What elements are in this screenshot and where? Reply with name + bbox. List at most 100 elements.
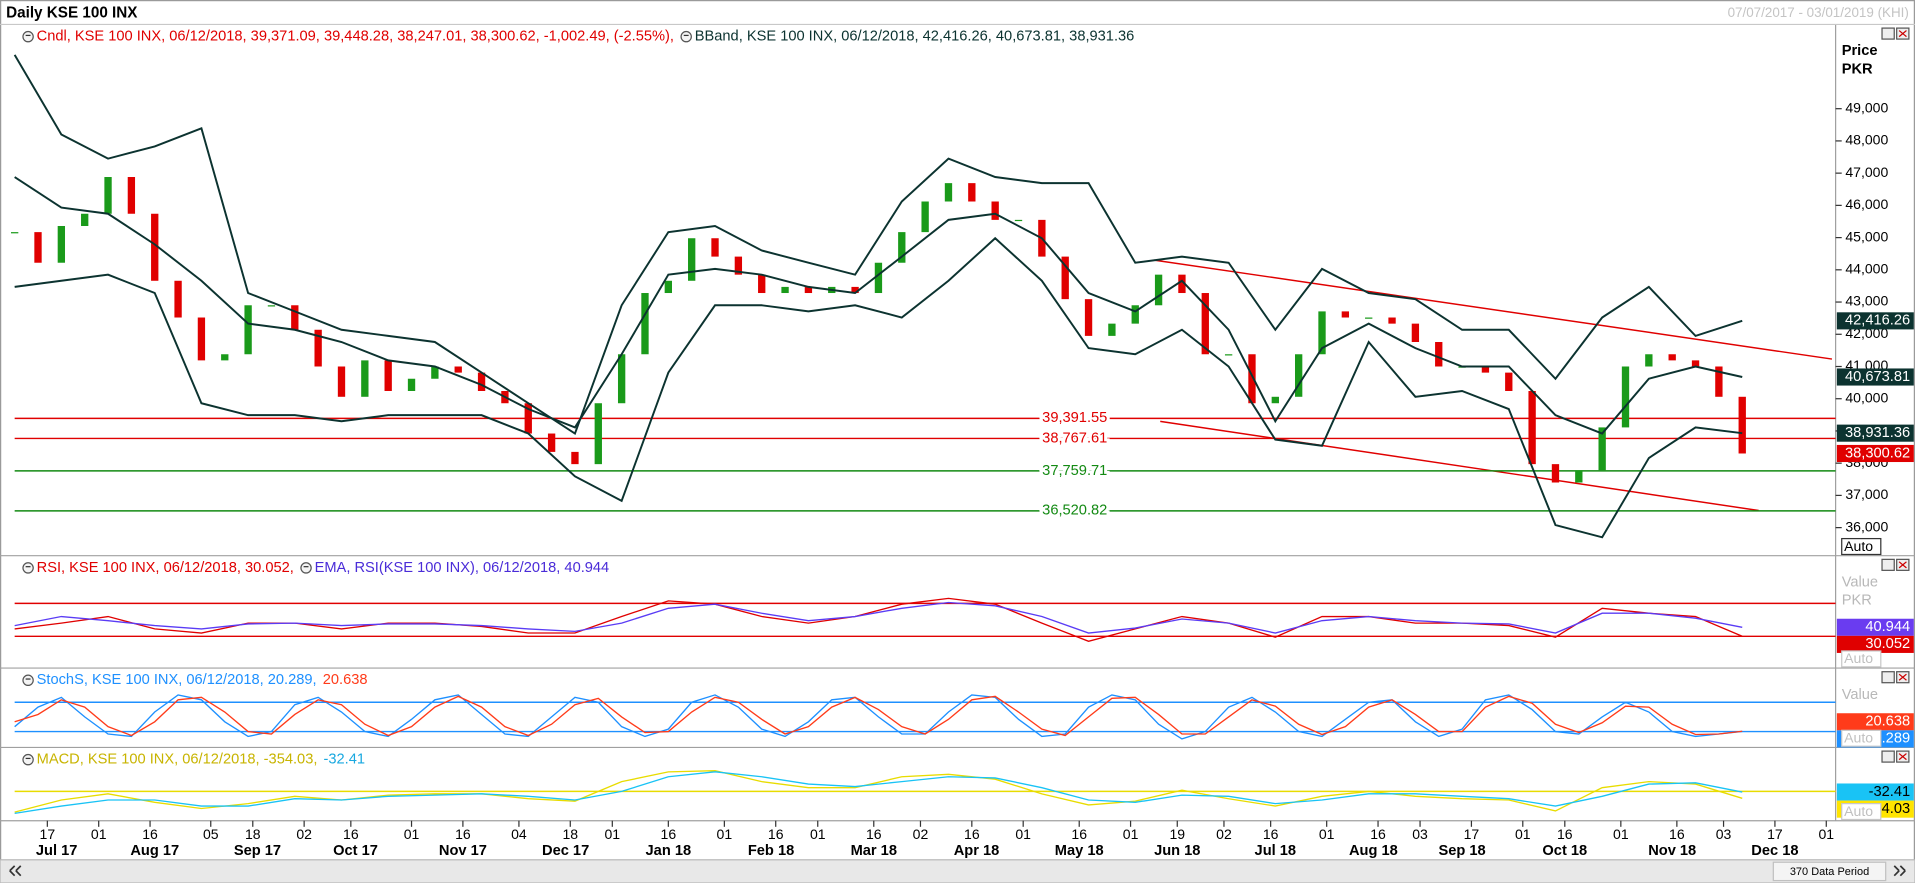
- candle: [407, 378, 416, 391]
- scroll-right[interactable]: [1893, 865, 1906, 877]
- value-box-label: 40,673.81: [1845, 369, 1910, 385]
- candle: [1668, 354, 1676, 361]
- x-tick-label: 01: [1123, 826, 1139, 842]
- candle: [617, 354, 626, 404]
- candle: [1715, 366, 1723, 397]
- legend-icon[interactable]: [22, 674, 34, 687]
- x-month-label: Jan 18: [646, 843, 692, 859]
- x-tick-label: 01: [1015, 826, 1031, 842]
- axis-label: Value: [1842, 574, 1878, 590]
- x-tick-label: 16: [866, 826, 882, 842]
- legend-entry: StochS, KSE 100 INX, 06/12/2018, 20.289,: [37, 672, 317, 688]
- panel-close-icon: [1898, 30, 1907, 38]
- candle: [968, 183, 976, 202]
- scale-mode-box[interactable]: [1841, 803, 1882, 821]
- x-tick-label: 05: [203, 826, 219, 842]
- candle: [174, 280, 182, 318]
- legend-icon[interactable]: [22, 30, 34, 43]
- candle: [547, 433, 556, 452]
- series-line: [14, 601, 1743, 634]
- candle: [1295, 354, 1303, 397]
- candle: [291, 305, 299, 330]
- level-label: 37,759.71: [1042, 463, 1107, 479]
- candle: [1224, 354, 1233, 356]
- series-line: [14, 176, 1743, 435]
- axis-label: PKR: [1842, 61, 1873, 77]
- scale-mode-box[interactable]: [1841, 729, 1882, 747]
- candle: [921, 201, 929, 233]
- candle: [10, 232, 19, 234]
- candle: [477, 372, 486, 391]
- x-tick-label: 01: [1319, 826, 1335, 842]
- legend-icon[interactable]: [22, 753, 34, 766]
- series-line: [14, 236, 1743, 539]
- x-month-label: Dec 17: [542, 843, 589, 859]
- candle: [594, 403, 602, 465]
- data-period: 370 Data Period: [1790, 866, 1869, 878]
- scroll-left[interactable]: [9, 865, 22, 877]
- value-box: [1836, 444, 1914, 463]
- candle: [1575, 470, 1583, 483]
- candle: [898, 232, 906, 263]
- window-title: Daily KSE 100 INX: [6, 4, 138, 21]
- candle: [1365, 317, 1373, 319]
- y-tick-label: 44,000: [1845, 261, 1888, 277]
- axis-label: PKR: [1842, 593, 1872, 609]
- candle: [1084, 299, 1093, 336]
- candle: [454, 366, 462, 373]
- x-month-label: Sep 17: [234, 843, 281, 859]
- candle: [1691, 360, 1700, 367]
- candle: [151, 213, 159, 281]
- x-tick-label: 02: [296, 826, 312, 842]
- x-tick-label: 16: [1370, 826, 1386, 842]
- legend-icon[interactable]: [680, 30, 692, 43]
- x-tick-label: 01: [1818, 826, 1834, 842]
- candle: [431, 366, 439, 379]
- legend-entry: RSI, KSE 100 INX, 06/12/2018, 30.052,: [37, 560, 294, 576]
- x-month-label: Sep 18: [1438, 843, 1485, 859]
- y-tick-label: 36,000: [1845, 518, 1888, 534]
- candle: [81, 213, 89, 226]
- value-box: [1836, 783, 1914, 801]
- x-tick-label: 03: [1716, 826, 1732, 842]
- legend-icon[interactable]: [22, 562, 34, 574]
- y-tick-label: 43,000: [1845, 293, 1888, 309]
- candle: [57, 225, 66, 263]
- x-tick-label: 17: [1464, 826, 1480, 842]
- scale-mode-box[interactable]: [1841, 650, 1882, 668]
- x-month-label: Mar 18: [851, 843, 897, 859]
- candle: [688, 238, 696, 281]
- x-tick-label: 01: [1515, 826, 1531, 842]
- candle: [361, 360, 369, 397]
- candle: [524, 403, 532, 434]
- series-line: [13, 54, 1743, 436]
- candle: [944, 183, 953, 202]
- scrollbar[interactable]: [0, 859, 1915, 883]
- panel-close-icon: [1898, 673, 1907, 681]
- value-box-label: 42,416.26: [1845, 313, 1910, 329]
- x-tick-label: 01: [717, 826, 733, 842]
- scale-mode: Auto: [1844, 730, 1873, 746]
- scale-mode-box[interactable]: [1841, 537, 1882, 556]
- legend-icon[interactable]: [300, 562, 312, 574]
- x-tick-label: 19: [1169, 826, 1185, 842]
- x-tick-label: 16: [343, 826, 359, 842]
- x-tick-label: 16: [964, 826, 980, 842]
- x-tick-label: 16: [1669, 826, 1685, 842]
- candle: [127, 177, 136, 214]
- x-tick-label: 16: [768, 826, 784, 842]
- candle: [711, 238, 719, 257]
- panel-restore[interactable]: [1881, 27, 1895, 40]
- series-line: [14, 771, 1743, 815]
- x-tick-label: 04: [511, 826, 527, 842]
- candle: [1341, 311, 1350, 318]
- panel-restore[interactable]: [1881, 750, 1895, 763]
- value-box-label: 40.944: [1865, 619, 1910, 635]
- legend-entry: 20.638: [323, 672, 368, 688]
- panel-restore[interactable]: [1881, 558, 1895, 571]
- axis-label: Value: [1842, 687, 1878, 703]
- panel-restore[interactable]: [1881, 671, 1895, 684]
